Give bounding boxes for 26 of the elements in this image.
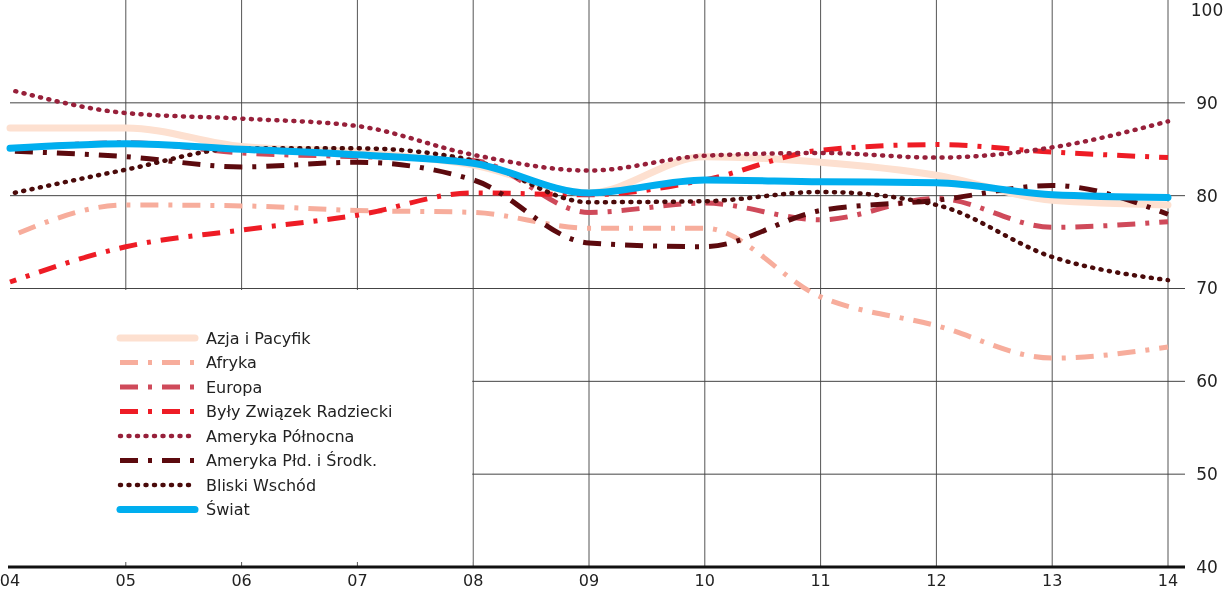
x-tick-label: 05 [115, 571, 136, 590]
x-tick-label: 09 [578, 571, 600, 590]
x-tick-label: 08 [463, 571, 484, 590]
legend-label: Ameryka Płd. i Środk. [206, 451, 378, 471]
y-tick-label: 60 [1196, 371, 1218, 392]
legend-label: Były Związek Radziecki [206, 402, 393, 422]
x-tick-label: 11 [810, 571, 831, 590]
x-tick-label: 07 [347, 571, 368, 590]
y-tick-label: 90 [1196, 92, 1218, 113]
legend-label: Świat [206, 500, 250, 520]
x-tick-label: 12 [926, 571, 947, 590]
x-tick-label: 06 [231, 571, 252, 590]
x-tick-label: 14 [1157, 571, 1179, 590]
x-tick-label: 13 [1042, 571, 1063, 590]
y-tick-label: 70 [1196, 278, 1218, 299]
legend-label: Afryka [206, 353, 257, 373]
x-tick-label: 04 [0, 571, 21, 590]
y-tick-label: 80 [1196, 185, 1218, 206]
y-tick-label: 100 [1190, 0, 1224, 20]
legend-label: Ameryka Północna [206, 426, 355, 446]
legend-label: Azja i Pacyfik [206, 328, 312, 348]
y-tick-label: 50 [1196, 464, 1218, 485]
x-tick-label: 10 [694, 571, 715, 590]
y-tick-label: 40 [1196, 556, 1218, 577]
legend-label: Bliski Wschód [206, 475, 317, 495]
legend-label: Europa [206, 377, 263, 397]
